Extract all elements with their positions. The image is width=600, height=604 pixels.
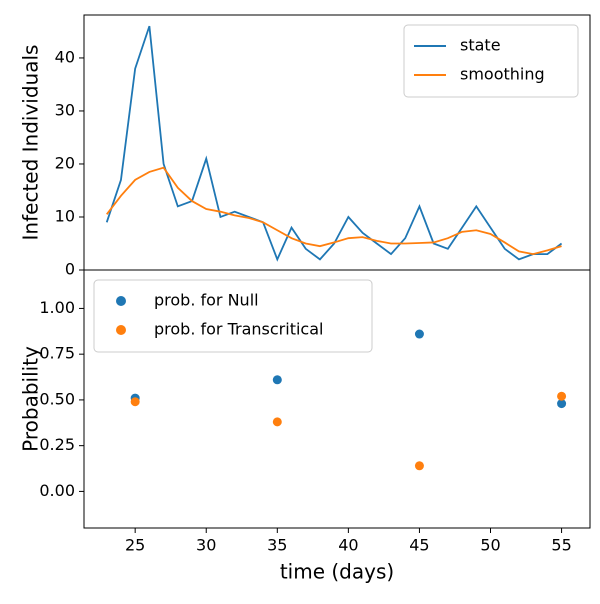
- y-tick-label: 1.00: [39, 298, 75, 317]
- point: [557, 399, 567, 409]
- y-tick-label: 0.50: [39, 389, 75, 408]
- x-tick-label: 45: [409, 536, 429, 555]
- y-axis-label: Infected Individuals: [19, 45, 43, 241]
- y-tick-label: 40: [55, 47, 75, 66]
- point: [272, 417, 282, 427]
- y-tick-label: 0: [65, 260, 75, 279]
- legend-label: prob. for Transcritical: [154, 320, 323, 339]
- legend: state smoothing: [403, 24, 579, 98]
- line: [106, 166, 562, 256]
- legend-swatch: [116, 325, 126, 335]
- legend-box: [93, 279, 373, 353]
- legend-label: smoothing: [460, 65, 545, 84]
- y-tick-label: 0.25: [39, 435, 75, 454]
- axes-frame: [83, 269, 591, 529]
- legend-label: prob. for Null: [154, 291, 259, 310]
- point: [272, 375, 282, 385]
- point: [130, 397, 140, 407]
- line: [105, 25, 563, 262]
- x-tick-label: 40: [338, 536, 358, 555]
- y-tick-label: 30: [55, 100, 75, 119]
- y-axis-label: Probability: [19, 346, 43, 452]
- point: [414, 461, 424, 471]
- x-axis-label: time (days): [280, 560, 394, 584]
- legend-box: [403, 24, 579, 98]
- x-tick-label: 35: [267, 536, 287, 555]
- point: [414, 329, 424, 339]
- y-tick-label: 0.00: [39, 481, 75, 500]
- point: [557, 391, 567, 401]
- x-tick-label: 25: [125, 536, 145, 555]
- x-tick-label: 55: [551, 536, 571, 555]
- legend: prob. for Null prob. for Transcritical: [93, 279, 373, 353]
- y-tick-label: 20: [55, 153, 75, 172]
- y-tick-label: 10: [55, 206, 75, 225]
- legend-label: state: [460, 36, 501, 55]
- x-tick-label: 50: [480, 536, 500, 555]
- legend-swatch: [116, 296, 126, 306]
- x-tick-label: 30: [196, 536, 216, 555]
- y-tick-label: 0.75: [39, 344, 75, 363]
